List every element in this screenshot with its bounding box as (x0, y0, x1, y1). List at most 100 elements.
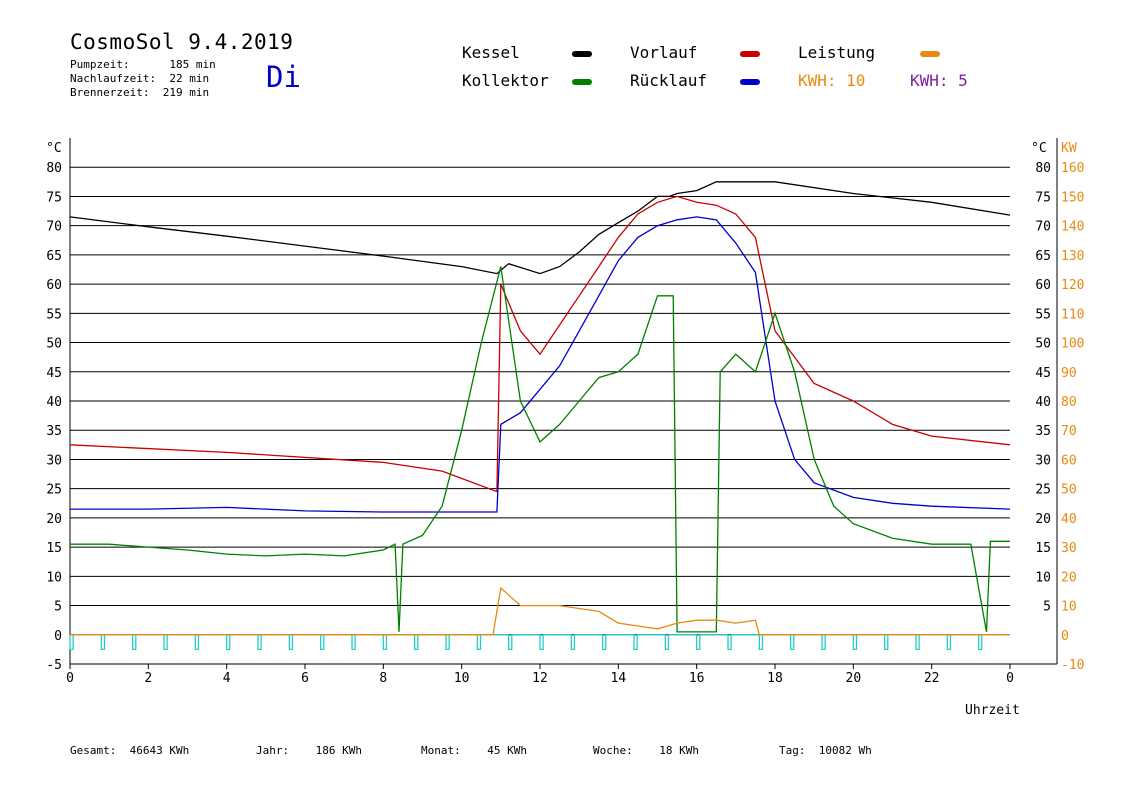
y-tick-label: 30 (46, 453, 62, 468)
kw-tick-label: 110 (1061, 307, 1084, 322)
legend-vorlauf: Vorlauf (630, 43, 698, 62)
legend-kollektor-swatch (572, 79, 592, 85)
stat-value: 22 min (169, 72, 210, 85)
y-tick-label: 35 (46, 424, 62, 439)
y-tick-label-right: 60 (1035, 278, 1051, 293)
y-tick-label: 10 (46, 570, 62, 585)
y-tick-label: 80 (46, 161, 62, 176)
y-tick-label-right: 75 (1035, 190, 1051, 205)
y-tick-label-right: 40 (1035, 395, 1051, 410)
kw-tick-label: 60 (1061, 453, 1077, 468)
legend-vorlauf-swatch (740, 51, 760, 57)
y-axis-right-ticks: 5 10 15 20 25 30 35 40 45 50 55 60 65 70 75 80 (1035, 161, 1051, 614)
y-axis-left-label: °C (46, 141, 62, 156)
y-tick-label: 45 (46, 366, 62, 381)
stat-value: 219 min (162, 86, 210, 99)
legend-kollektor: Kollektor (462, 71, 549, 90)
legend-kessel-swatch (572, 51, 592, 57)
stat-brennerzeit: Brennerzeit: 219 min (70, 86, 209, 99)
page-title: CosmoSol 9.4.2019 (70, 30, 294, 54)
stat-label: Brennerzeit: (70, 86, 150, 99)
kw-tick-label: 40 (1061, 512, 1077, 527)
y-tick-label-right: 25 (1035, 483, 1051, 498)
x-tick-label: 0 (1006, 671, 1014, 686)
legend-kwh-orange: KWH: 10 (798, 71, 866, 90)
y-tick-label-right: 20 (1035, 512, 1051, 527)
stat-label: Pumpzeit: (70, 58, 130, 71)
series-line-leistung (70, 586, 1010, 636)
footer-monat: Monat: 45 KWh (421, 744, 527, 757)
footer-label: Monat: (421, 744, 461, 757)
y-tick-label: 5 (54, 600, 62, 615)
y-tick-label: 25 (46, 483, 62, 498)
x-tick-label: 18 (767, 671, 783, 686)
x-tick-label: 12 (532, 671, 548, 686)
weekday-label: Di (266, 60, 301, 94)
y-tick-label-right: 45 (1035, 366, 1051, 381)
x-tick-label: 10 (454, 671, 470, 686)
x-tick-label: 2 (144, 671, 152, 686)
y-tick-label-right: 10 (1035, 570, 1051, 585)
x-tick-label: 20 (846, 671, 862, 686)
y-tick-label-right: 65 (1035, 249, 1051, 264)
y-tick-label-right: 5 (1043, 600, 1051, 615)
footer-woche: Woche: 18 KWh (593, 744, 699, 757)
y-tick-label: 20 (46, 512, 62, 527)
legend-leistung-swatch (920, 51, 940, 57)
footer-label: Jahr: (256, 744, 290, 757)
legend-leistung: Leistung (798, 43, 876, 62)
y-axis-left-ticks: -5 0 5 10 15 20 25 30 35 40 45 50 55 60 65 70 75 80 (46, 161, 62, 673)
x-axis-label: Uhrzeit (965, 703, 1020, 718)
footer-value: 10082 Wh (818, 744, 872, 757)
series-line-kollektor (70, 266, 1010, 633)
x-tick-label: 22 (924, 671, 940, 686)
y-tick-label: 0 (54, 629, 62, 644)
y-tick-label-right: 15 (1035, 541, 1051, 556)
kw-tick-label: 30 (1061, 541, 1077, 556)
kw-tick-label: 150 (1061, 190, 1084, 205)
kw-tick-label: 160 (1061, 161, 1084, 176)
footer-value: 186 KWh (315, 744, 362, 757)
kw-tick-label: 120 (1061, 278, 1084, 293)
series-lines (69, 181, 1011, 636)
stat-value: 185 min (169, 58, 216, 71)
y-tick-label: 70 (46, 220, 62, 235)
kw-tick-label: 90 (1061, 366, 1077, 381)
kw-tick-label: 50 (1061, 483, 1077, 498)
y-tick-label: 65 (46, 249, 62, 264)
pump-indicator (69, 634, 1010, 651)
footer-value: 46643 KWh (129, 744, 190, 757)
kw-tick-label: 100 (1061, 337, 1084, 352)
y-axis-kw-ticks: -10 0 10 20 30 40 50 60 70 80 90 100 110 120 130 140 150… (1061, 161, 1084, 673)
x-tick-label: 16 (689, 671, 705, 686)
footer-tag: Tag: 10082 Wh (779, 744, 872, 757)
y-tick-label: 50 (46, 337, 62, 352)
y-tick-label-right: 35 (1035, 424, 1051, 439)
stat-label: Nachlaufzeit: (70, 72, 157, 85)
kw-tick-label: 130 (1061, 249, 1084, 264)
x-axis-ticks: 0 2 4 6 8 10 12 14 16 18 20 22 0 (66, 664, 1014, 686)
footer-label: Woche: (593, 744, 633, 757)
footer-label: Tag: (779, 744, 806, 757)
y-axis-kw-label: KW (1061, 141, 1077, 156)
x-tick-label: 4 (223, 671, 231, 686)
footer-value: 45 KWh (487, 744, 527, 757)
x-tick-label: 6 (301, 671, 309, 686)
legend-kwh-purple: KWH: 5 (910, 71, 968, 90)
kw-tick-label: 10 (1061, 600, 1077, 615)
footer-label: Gesamt: (70, 744, 117, 757)
legend-ruecklauf-swatch (740, 79, 760, 85)
y-tick-label-right: 80 (1035, 161, 1051, 176)
y-tick-label-right: 50 (1035, 337, 1051, 352)
kw-tick-label: -10 (1061, 658, 1084, 673)
kw-tick-label: 0 (1061, 629, 1069, 644)
footer-gesamt: Gesamt: 46643 KWh (70, 744, 189, 757)
y-tick-label: 60 (46, 278, 62, 293)
kw-tick-label: 20 (1061, 570, 1077, 585)
kw-tick-label: 80 (1061, 395, 1077, 410)
kw-tick-label: 70 (1061, 424, 1077, 439)
x-tick-label: 8 (379, 671, 387, 686)
legend-kessel: Kessel (462, 43, 520, 62)
stat-pumpzeit: Pumpzeit: 185 min (70, 58, 216, 71)
y-tick-label: 40 (46, 395, 62, 410)
